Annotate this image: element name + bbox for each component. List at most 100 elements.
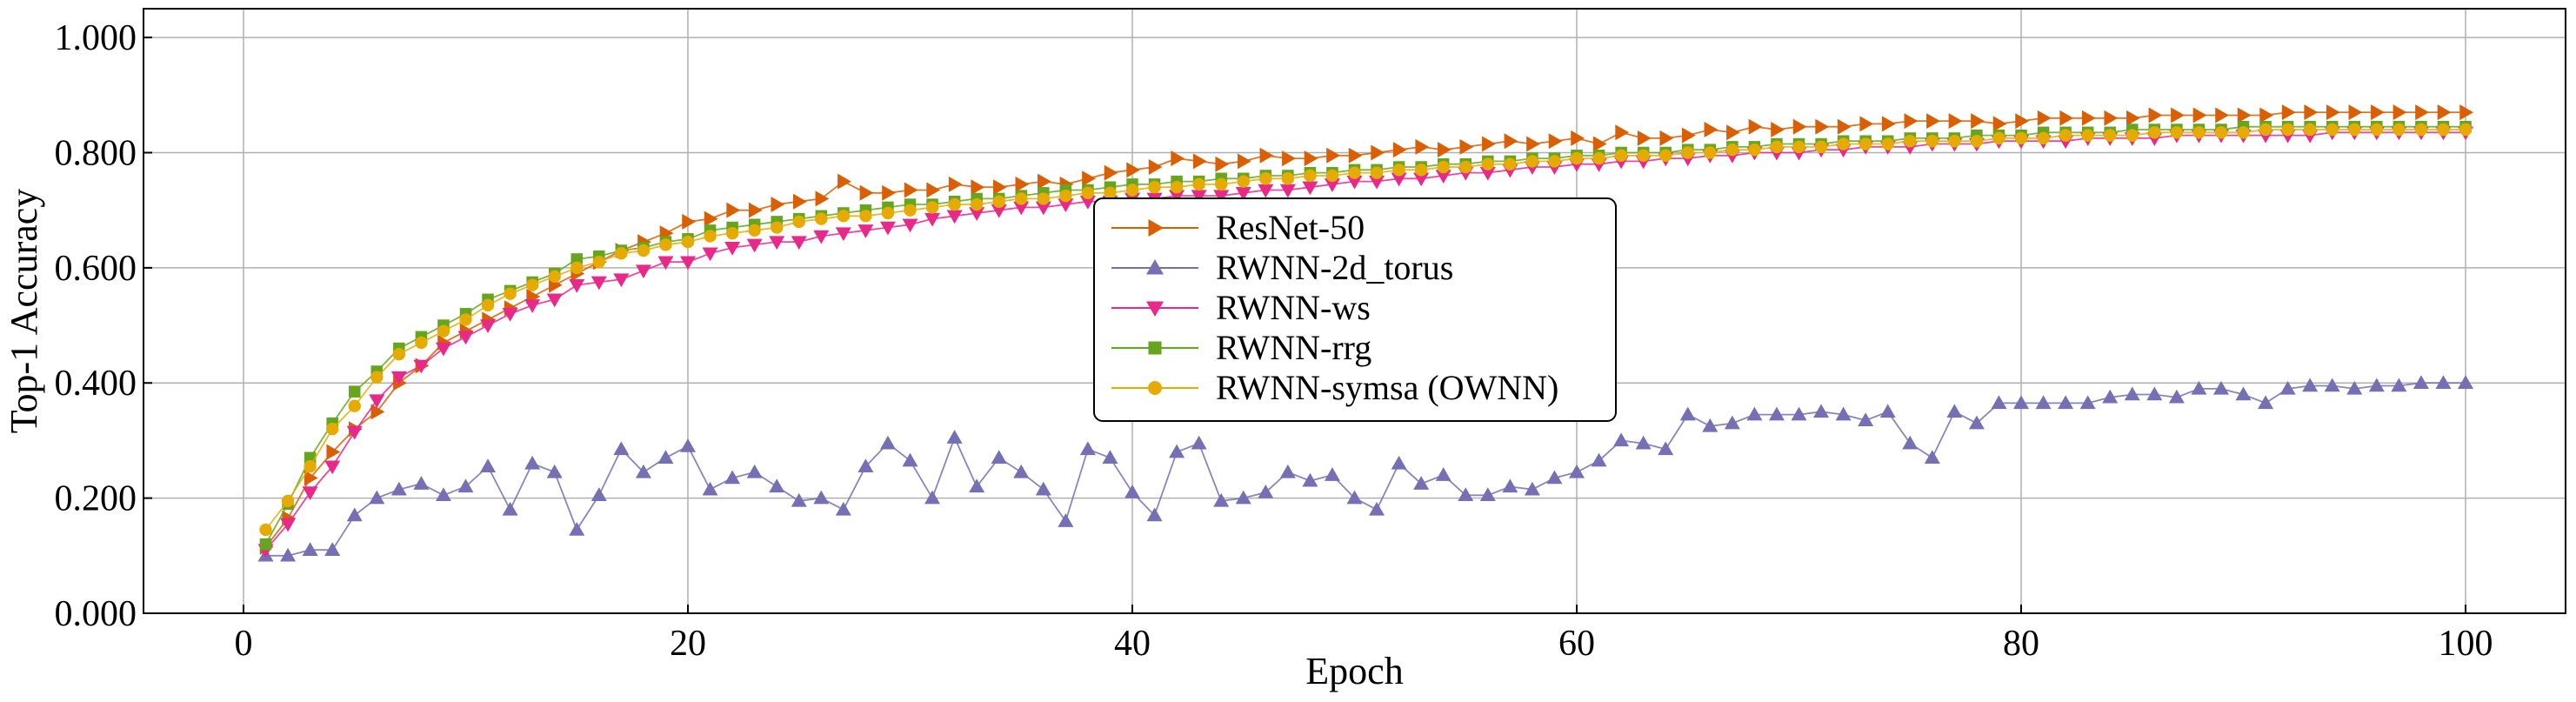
data-point	[1348, 166, 1361, 179]
data-point	[1391, 172, 1407, 187]
data-point	[1881, 116, 1896, 132]
data-point	[1326, 147, 1340, 164]
legend-marker	[1148, 381, 1162, 395]
data-point	[1414, 164, 1428, 177]
data-point	[1837, 118, 1852, 135]
data-point	[348, 385, 361, 398]
data-point	[902, 452, 918, 467]
data-point	[415, 336, 428, 350]
data-point	[502, 501, 518, 516]
data-point	[1479, 166, 1496, 181]
y-tick-label: 0.800	[55, 133, 137, 173]
legend-item: ResNet-50	[1111, 208, 1365, 247]
axis-ticks: 0 20 40 60 80 100 0.000 0.200 0.400 0.600 0.800 1.0…	[55, 18, 2493, 664]
data-point	[970, 197, 984, 211]
data-point	[615, 247, 628, 260]
data-point	[1926, 113, 1940, 130]
data-point	[858, 224, 874, 238]
data-point	[325, 422, 339, 436]
data-point	[2192, 107, 2207, 124]
data-point	[2304, 104, 2319, 121]
data-point	[1792, 140, 1805, 154]
data-point	[1482, 136, 1496, 152]
data-point	[769, 236, 785, 251]
data-point	[480, 319, 497, 334]
data-point	[1815, 118, 1830, 135]
legend-marker	[1146, 301, 1164, 317]
data-point	[1015, 192, 1028, 205]
data-point	[971, 179, 985, 196]
data-point	[1279, 184, 1296, 198]
data-point	[370, 371, 384, 384]
data-point	[2281, 123, 2294, 137]
data-point	[281, 494, 295, 508]
data-point	[1458, 487, 1474, 502]
data-point	[502, 308, 518, 322]
y-tick-label: 1.000	[55, 18, 137, 58]
legend-marker	[1148, 219, 1164, 237]
data-point	[280, 518, 297, 532]
data-point	[2191, 380, 2207, 395]
legend-marker	[1148, 341, 1162, 355]
data-point	[1525, 155, 1539, 168]
data-point	[1748, 143, 1761, 157]
data-point	[1079, 195, 1096, 210]
data-point	[1637, 149, 1650, 162]
data-point	[702, 481, 718, 496]
data-point	[726, 202, 741, 218]
data-point	[792, 215, 805, 229]
data-point	[835, 227, 851, 242]
data-point	[1392, 142, 1407, 158]
data-point	[2459, 104, 2474, 121]
data-point	[2414, 123, 2428, 137]
data-point	[548, 270, 561, 283]
data-point	[769, 478, 785, 493]
data-point	[1592, 136, 1607, 152]
data-point	[2324, 378, 2340, 392]
data-point	[435, 342, 451, 357]
data-point	[926, 182, 941, 198]
legend-label: RWNN-rrg	[1216, 328, 1371, 367]
data-point	[2368, 378, 2385, 392]
data-point	[1814, 140, 1828, 154]
data-point	[815, 212, 828, 225]
data-point	[591, 276, 607, 291]
data-point	[2081, 110, 2096, 126]
data-point	[1169, 444, 1185, 458]
data-point	[925, 201, 939, 214]
data-point	[1504, 133, 1518, 150]
y-tick-label: 0.200	[55, 479, 137, 519]
data-point	[969, 207, 985, 221]
data-point	[791, 492, 807, 507]
data-point	[1571, 130, 1585, 146]
data-point	[1148, 159, 1163, 176]
data-point	[813, 230, 830, 244]
data-point	[481, 298, 495, 312]
data-point	[1792, 118, 1807, 135]
data-point	[724, 241, 741, 256]
data-point	[1924, 450, 1940, 465]
x-tick-label: 20	[670, 624, 706, 664]
y-tick-label: 0.000	[55, 594, 137, 634]
data-point	[1902, 435, 1919, 450]
data-point	[413, 359, 430, 374]
data-point	[881, 206, 895, 220]
data-point	[2168, 389, 2185, 404]
series-line	[264, 131, 2466, 551]
data-point	[1725, 143, 1739, 157]
data-point	[524, 455, 541, 470]
legend-label: RWNN-symsa (OWNN)	[1216, 368, 1558, 407]
data-point	[702, 247, 718, 262]
data-point	[1369, 175, 1385, 190]
series-line	[264, 111, 2466, 548]
data-point	[704, 211, 718, 227]
data-point	[591, 487, 607, 502]
data-point	[2059, 110, 2074, 126]
data-point	[2037, 110, 2052, 126]
data-point	[2237, 107, 2252, 124]
data-point	[1413, 476, 1430, 490]
data-point	[1679, 406, 1696, 421]
data-point	[2435, 375, 2452, 389]
data-point	[2303, 123, 2317, 137]
data-point	[991, 204, 1007, 218]
